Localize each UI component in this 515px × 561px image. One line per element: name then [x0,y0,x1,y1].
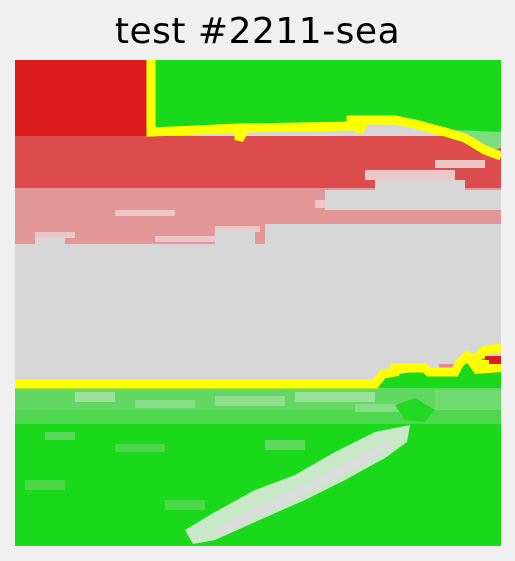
pale-streak [185,425,410,544]
green-texture [15,388,501,510]
heatmap-panel [15,60,501,546]
heatmap-image [15,60,501,546]
dark-green-spot [395,398,435,422]
red-region-block [15,60,151,136]
neutral-transition [35,180,501,246]
boundary-top [146,60,501,161]
page-title: test #2211-sea [114,11,401,52]
pale-streak-core [215,438,400,536]
red-pocket-edge [489,356,501,364]
